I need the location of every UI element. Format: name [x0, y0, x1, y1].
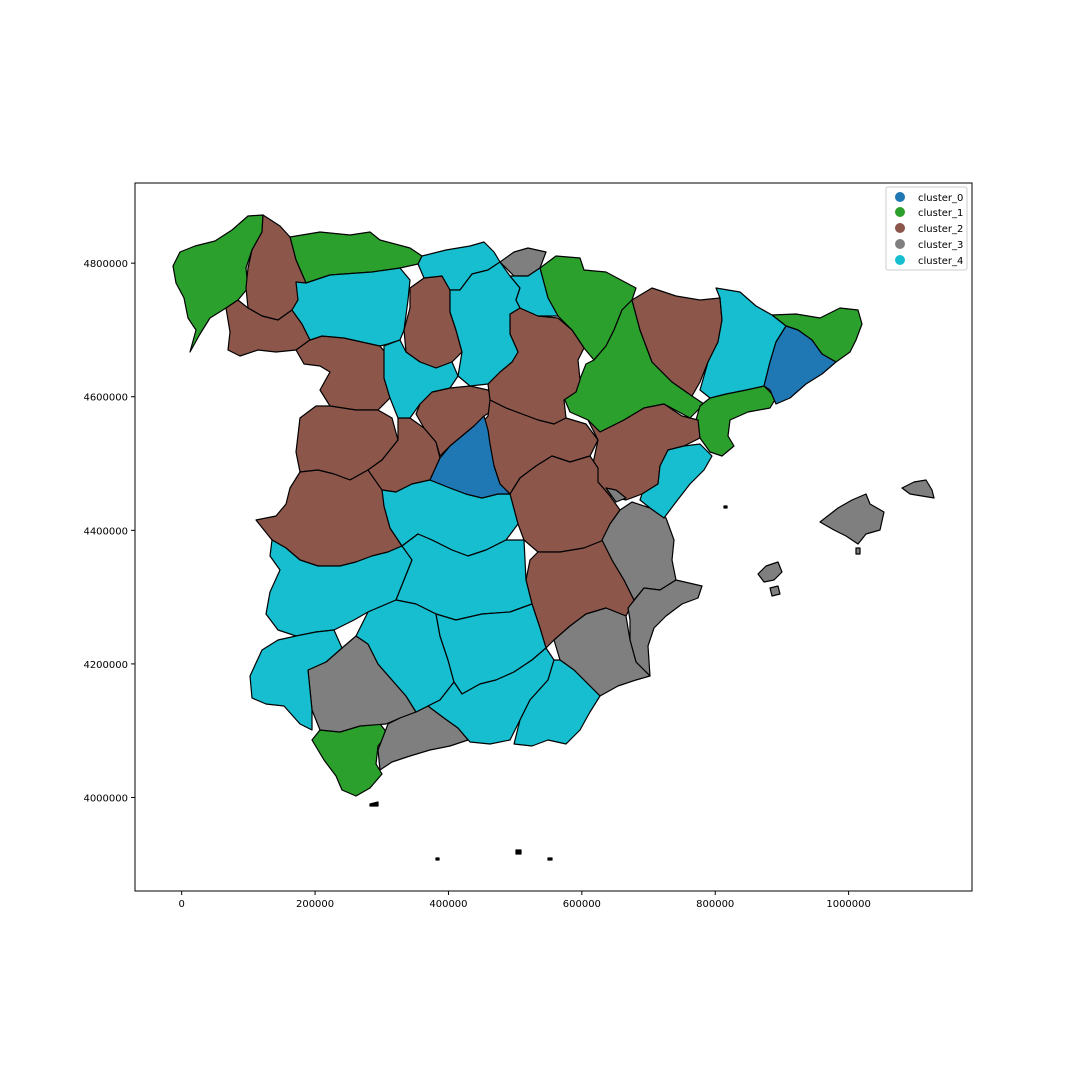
province-castellon: [639, 443, 713, 519]
y-axis: 4000000 4200000 4400000 4600000 4800000: [83, 259, 135, 804]
x-tick-label: 600000: [563, 899, 601, 910]
islet-ceuta: [435, 857, 440, 861]
x-tick-label: 400000: [429, 899, 467, 910]
island-cabrera: [855, 547, 861, 555]
province-cuenca: [509, 455, 621, 553]
islet-chafarinas: [547, 857, 553, 861]
islet-columbretes: [723, 505, 728, 509]
legend-marker-cluster-1: [895, 207, 905, 217]
x-axis: 0 200000 400000 600000 800000 1000000: [178, 891, 871, 910]
y-tick-label: 4800000: [83, 259, 128, 270]
x-tick-label: 1000000: [826, 899, 871, 910]
legend: cluster_0 cluster_1 cluster_2 cluster_3 …: [885, 186, 968, 271]
legend-marker-cluster-4: [895, 255, 905, 265]
island-mallorca: [819, 493, 885, 545]
legend-box: [885, 186, 968, 271]
legend-label-cluster-4: cluster_4: [918, 256, 963, 267]
legend-item-cluster-1: cluster_1: [895, 207, 963, 219]
x-tick-label: 0: [178, 899, 184, 910]
y-tick-label: 4000000: [83, 793, 128, 804]
legend-marker-cluster-0: [895, 192, 905, 202]
legend-marker-cluster-3: [895, 239, 905, 249]
y-tick-label: 4600000: [83, 393, 128, 404]
legend-marker-cluster-2: [895, 223, 905, 233]
legend-item-cluster-3: cluster_3: [895, 239, 963, 251]
legend-label-cluster-1: cluster_1: [918, 208, 963, 219]
x-tick-label: 200000: [296, 899, 334, 910]
province-madrid: [429, 415, 511, 499]
island-formentera: [769, 585, 781, 597]
provinces-layer: [172, 214, 935, 861]
legend-item-cluster-0: cluster_0: [895, 192, 963, 204]
y-tick-label: 4200000: [83, 660, 128, 671]
legend-item-cluster-4: cluster_4: [895, 255, 963, 267]
x-tick-label: 800000: [696, 899, 734, 910]
legend-label-cluster-2: cluster_2: [918, 224, 963, 235]
y-tick-label: 4400000: [83, 526, 128, 537]
island-ibiza: [757, 561, 783, 583]
province-valencia: [601, 501, 677, 601]
legend-label-cluster-3: cluster_3: [918, 240, 963, 251]
coast-fragment-castellon: [605, 487, 627, 503]
province-barcelona: [763, 325, 837, 405]
islet-melilla: [515, 849, 522, 855]
island-menorca: [901, 479, 935, 499]
province-burgos-north: [449, 261, 521, 387]
islet-alboran: [369, 801, 379, 807]
province-lleida: [699, 287, 787, 399]
province-bizkaia-alava: [509, 267, 559, 317]
legend-label-cluster-0: cluster_0: [918, 193, 963, 204]
province-almeria: [513, 659, 601, 747]
legend-item-cluster-2: cluster_2: [895, 223, 963, 235]
province-valladolid: [383, 339, 459, 419]
province-huelva: [249, 629, 343, 731]
